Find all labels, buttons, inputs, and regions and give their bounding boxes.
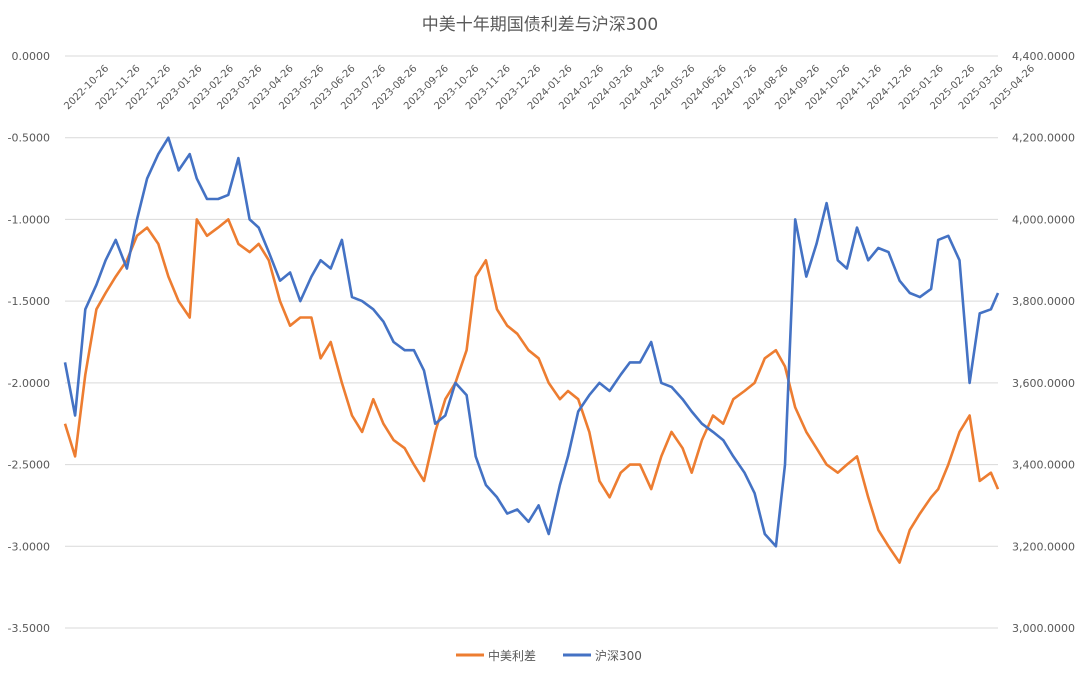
right-axis-tick-labels: 4,400.0000 4,200.0000 4,000.0000 3,800.0000…: [1012, 50, 1075, 635]
chart-title: 中美十年期国债利差与沪深300: [422, 15, 658, 35]
left-axis-tick-labels: 0.0000 -0.5000 -1.0000 -1.5000 -2.0000 -2.500…: [8, 50, 50, 635]
left-tick-label: -1.0000: [8, 213, 50, 226]
legend-label-spread: 中美利差: [488, 648, 536, 663]
right-tick-label: 4,000.0000: [1012, 213, 1075, 226]
right-tick-label: 4,400.0000: [1012, 50, 1075, 63]
left-tick-label: -3.5000: [8, 622, 50, 635]
series-layer: [63, 136, 1000, 564]
left-tick-label: -2.5000: [8, 459, 50, 472]
gridlines: [65, 55, 998, 629]
left-tick-label: -1.5000: [8, 295, 50, 308]
legend-label-csi300: 沪深300: [595, 649, 642, 663]
right-tick-label: 3,000.0000: [1012, 622, 1075, 635]
left-tick-label: -3.0000: [8, 540, 50, 553]
left-tick-label: -2.0000: [8, 377, 50, 390]
right-tick-label: 3,200.0000: [1012, 540, 1075, 553]
right-tick-label: 3,400.0000: [1012, 459, 1075, 472]
left-tick-label: -0.5000: [8, 132, 50, 145]
right-tick-label: 4,200.0000: [1012, 132, 1075, 145]
right-tick-label: 3,800.0000: [1012, 295, 1075, 308]
series-line-csi300: [63, 136, 1000, 548]
series-line-spread: [63, 218, 1000, 564]
legend[interactable]: 中美利差 沪深300: [456, 648, 642, 663]
left-tick-label: 0.0000: [12, 50, 51, 63]
right-tick-label: 3,600.0000: [1012, 377, 1075, 390]
